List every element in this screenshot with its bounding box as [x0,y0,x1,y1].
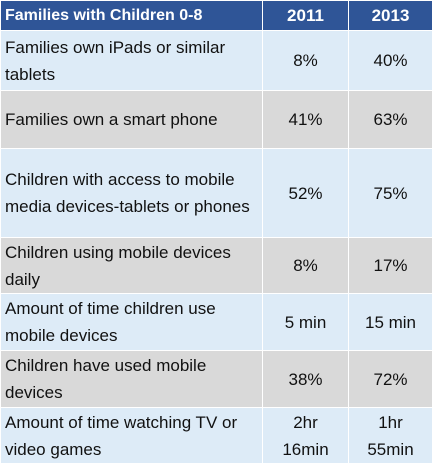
value-cell: 1hr 55min [349,408,432,464]
table-row: Amount of time children use mobile devic… [1,294,432,351]
value-cell: 52% [263,149,349,238]
value-cell: 17% [349,238,432,294]
value-cell: 8% [263,31,349,91]
table-row: Amount of time watching TV or video game… [1,408,432,464]
header-cell: Families with Children 0-8 [1,1,263,31]
row-label: Children using mobile devices daily [1,238,263,294]
value-cell: 41% [263,91,349,149]
value-cell: 72% [349,351,432,408]
row-label: Families own iPads or similar tablets [1,31,263,91]
row-label: Children with access to mobile media dev… [1,149,263,238]
row-label: Amount of time children use mobile devic… [1,294,263,351]
value-cell: 15 min [349,294,432,351]
value-cell: 75% [349,149,432,238]
value-cell: 8% [263,238,349,294]
value-cell: 38% [263,351,349,408]
value-cell: 40% [349,31,432,91]
row-label: Families own a smart phone [1,91,263,149]
value-cell: 5 min [263,294,349,351]
header-cell: 2011 [263,1,349,31]
table-row: Children with access to mobile media dev… [1,149,432,238]
value-cell: 63% [349,91,432,149]
header-cell: 2013 [349,1,432,31]
row-label: Children have used mobile devices [1,351,263,408]
value-cell: 2hr 16min [263,408,349,464]
row-label: Amount of time watching TV or video game… [1,408,263,464]
